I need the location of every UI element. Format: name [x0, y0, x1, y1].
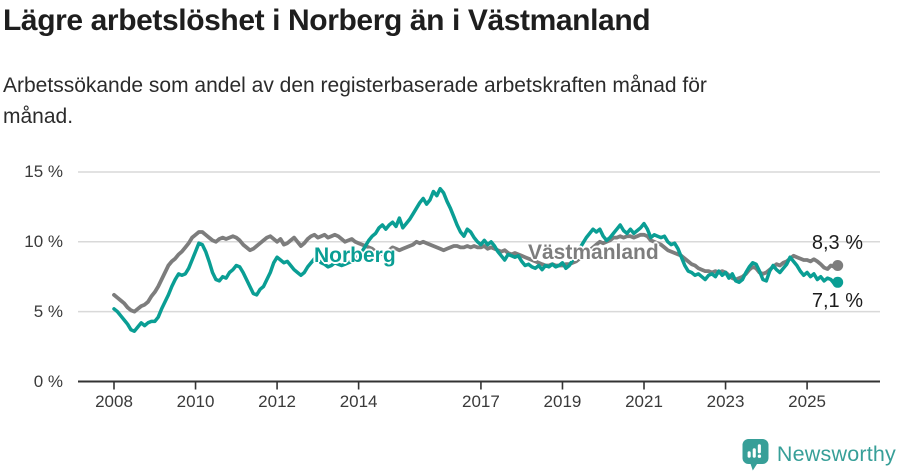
x-axis-label: 2021	[625, 392, 663, 411]
vastmanland-series-label: Västmanland	[528, 241, 659, 264]
y-axis-label: 10 %	[24, 231, 63, 251]
x-axis-label: 2010	[176, 392, 215, 411]
x-axis-label: 2012	[258, 392, 296, 411]
x-axis-label: 2019	[543, 392, 582, 411]
subtitle-line-2: månad.	[3, 105, 74, 128]
bar-chart-bubble-icon	[742, 439, 769, 471]
vastmanland-end-dot	[832, 260, 844, 271]
norberg-end-dot	[832, 276, 844, 288]
y-axis-label: 0 %	[33, 371, 63, 391]
vastmanland-end-value-label: 8,3 %	[811, 232, 863, 254]
x-axis-label: 2025	[788, 392, 826, 411]
x-axis-label: 2014	[339, 392, 378, 411]
x-axis-line	[78, 380, 880, 390]
norberg-series-label: Norberg	[314, 244, 396, 267]
subtitle-line-1: Arbetssökande som andel av den registerb…	[3, 74, 707, 97]
chart-subtitle: Arbetssökande som andel av den registerb…	[3, 70, 843, 132]
x-axis-label: 2023	[706, 392, 745, 411]
newsworthy-brand-text: Newsworthy	[776, 442, 896, 466]
newsworthy-logo: Newsworthy	[741, 438, 896, 471]
norberg-end-value-label: 7,1 %	[811, 290, 863, 312]
x-axis-label: 2008	[95, 392, 133, 411]
vastmanland-line	[112, 230, 840, 314]
y-axis-label: 5 %	[33, 301, 63, 321]
x-axis-label: 2017	[462, 392, 500, 411]
page-title: Lägre arbetslöshet i Norberg än i Västma…	[3, 4, 651, 37]
norberg-line	[112, 186, 840, 333]
series-lines	[112, 186, 844, 333]
y-axis-label: 15 %	[24, 161, 63, 181]
